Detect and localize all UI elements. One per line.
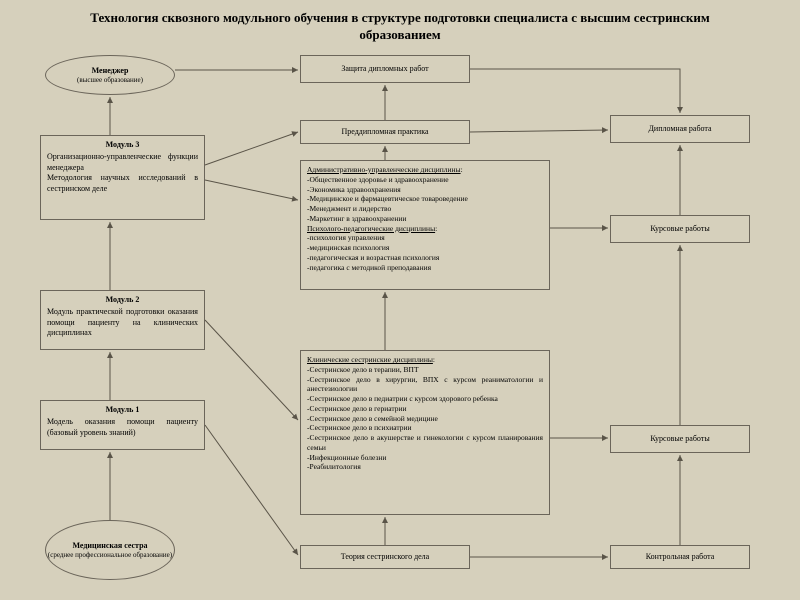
box-theory: Теория сестринского дела	[300, 545, 470, 569]
ellipse-manager-bold: Менеджер	[92, 66, 129, 76]
box-practice: Преддипломная практика	[300, 120, 470, 144]
module-2-body: Модуль практической подготовки оказания …	[47, 307, 198, 337]
module-1-body: Модель оказания помощи пациенту (базовый…	[47, 417, 198, 436]
diagram-title: Технология сквозного модульного обучения…	[0, 10, 800, 44]
box-course1: Курсовые работы	[610, 215, 750, 243]
module-1-hdr: Модуль 1	[47, 405, 198, 415]
box-diploma: Дипломная работа	[610, 115, 750, 143]
ellipse-nurse: Медицинская сестра (среднее профессионал…	[45, 520, 175, 580]
disc2-h: Клинические сестринские дисциплины	[307, 355, 433, 364]
module-1: Модуль 1 Модель оказания помощи пациенту…	[40, 400, 205, 450]
ellipse-nurse-bold: Медицинская сестра	[72, 541, 147, 551]
module-3: Модуль 3 Организационно-управленческие ф…	[40, 135, 205, 220]
box-control: Контрольная работа	[610, 545, 750, 569]
module-3-body: Организационно-управленческие функции ме…	[47, 152, 198, 192]
module-2: Модуль 2 Модуль практической подготовки …	[40, 290, 205, 350]
disc-clinical: Клинические сестринские дисциплины: -Сес…	[300, 350, 550, 515]
box-defense: Защита дипломных работ	[300, 55, 470, 83]
module-3-hdr: Модуль 3	[47, 140, 198, 150]
disc1-h1: Административно-управленческие дисциплин…	[307, 165, 461, 174]
ellipse-manager: Менеджер (высшее образование)	[45, 55, 175, 95]
ellipse-nurse-sub: (среднее профессиональное образование)	[48, 551, 172, 559]
disc1-h2: Психолого-педагогические дисциплины	[307, 224, 435, 233]
box-course2: Курсовые работы	[610, 425, 750, 453]
ellipse-manager-sub: (высшее образование)	[77, 76, 143, 84]
disc-admin-psych: Административно-управленческие дисциплин…	[300, 160, 550, 290]
module-2-hdr: Модуль 2	[47, 295, 198, 305]
